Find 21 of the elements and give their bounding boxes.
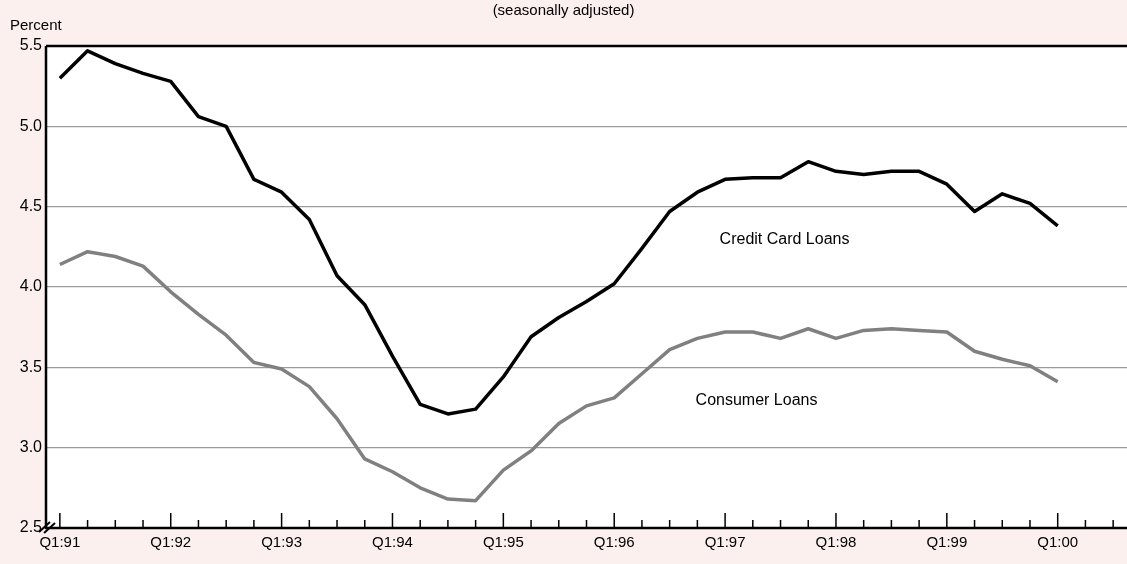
x-tick-label: Q1:00 <box>1037 533 1079 551</box>
y-tick-label: 5.0 <box>19 116 43 134</box>
x-tick-label: Q1:97 <box>704 533 746 551</box>
text: Credit Card Loans <box>719 230 850 248</box>
text: Consumer Loans <box>695 390 818 408</box>
x-tick-label: Q1:91 <box>39 533 81 551</box>
x-tick-label: Q1:94 <box>372 533 413 551</box>
chart-subtitle: (seasonally adjusted) <box>492 1 635 18</box>
x-tick-label: Q1:95 <box>482 533 524 551</box>
x-tick-label: Q1:96 <box>593 533 635 551</box>
y-tick-label: 3.5 <box>19 357 43 375</box>
y-tick-label: 4.5 <box>19 197 43 215</box>
x-tick-label: Q1:98 <box>815 533 857 551</box>
y-tick-label: 2.5 <box>19 518 43 536</box>
y-tick-label: 5.5 <box>19 36 43 54</box>
x-tick-label: Q1:99 <box>926 533 968 551</box>
x-tick-label: Q1:93 <box>261 533 303 551</box>
y-tick-label: 4.0 <box>19 277 43 295</box>
y-axis-title: Percent <box>10 16 62 33</box>
x-tick-label: Q1:92 <box>150 533 192 551</box>
y-tick-label: 3.0 <box>19 438 43 456</box>
